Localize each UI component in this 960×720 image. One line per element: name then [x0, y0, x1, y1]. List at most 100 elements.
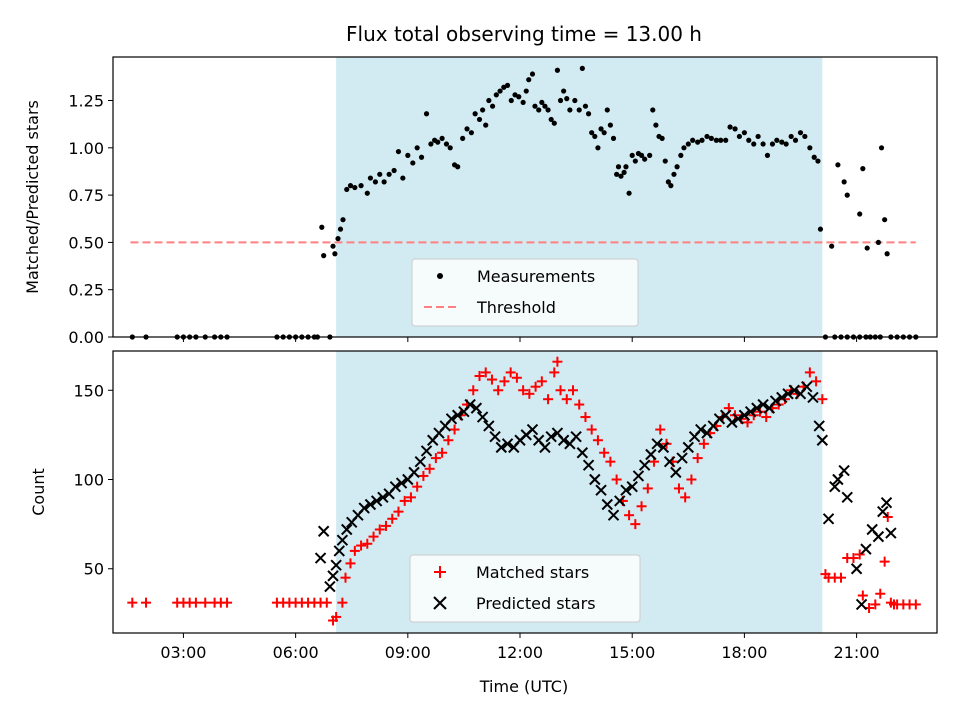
measurement-point [884, 251, 890, 257]
predicted-star-point [327, 570, 339, 582]
predicted-star-point [545, 430, 557, 443]
predicted-stars-points [314, 380, 897, 611]
legend-marker-predicted [433, 596, 447, 610]
measurement-point [367, 175, 374, 181]
predicted-star-point [451, 409, 464, 421]
measurement-point [699, 137, 705, 143]
measurement-point [678, 152, 684, 158]
matched-star-point [636, 501, 647, 512]
predicted-star-point [539, 441, 551, 454]
measurement-point [532, 103, 538, 109]
measurement-point [536, 107, 542, 113]
predicted-star-point [395, 477, 408, 489]
predicted-star-point [607, 509, 620, 521]
ratio-panel: Flux total observing time = 13.00 h 0.00… [23, 22, 938, 347]
measurement-point [746, 137, 752, 143]
measurement-point [695, 139, 701, 145]
measurement-point [497, 88, 503, 94]
matched-star-point [412, 481, 423, 492]
matched-star-point [200, 597, 211, 608]
measurement-point [811, 154, 817, 160]
predicted-star-point [757, 398, 769, 411]
predicted-star-point [420, 445, 433, 457]
matched-star-point [879, 556, 890, 567]
predicted-star-point [389, 480, 402, 493]
measurement-point [875, 239, 882, 246]
measurement-point [460, 135, 466, 141]
top-axes-frame [112, 56, 938, 338]
top-legend: Measurements Threshold [411, 258, 639, 327]
matched-star-point [857, 590, 868, 601]
y-tick-label: 150 [73, 381, 104, 400]
predicted-star-point [855, 598, 868, 611]
predicted-star-point [769, 395, 782, 407]
matched-star-point [127, 597, 138, 608]
count-panel: 03:00 06:00 09:00 12:00 15:00 18:00 21:00 50 10… [29, 350, 938, 696]
measurement-point [542, 103, 548, 109]
bottom-axes-frame [112, 350, 938, 634]
matched-star-point [499, 376, 510, 387]
measurement-point [835, 162, 841, 168]
measurement-point [551, 120, 557, 126]
measurement-point [381, 179, 387, 185]
measurement-point [817, 226, 824, 232]
matched-star-point [437, 447, 448, 458]
matched-star-point [337, 597, 348, 608]
measurement-point [523, 88, 529, 94]
matched-star-point [817, 394, 828, 405]
measurement-point [564, 96, 570, 102]
matched-star-point [321, 597, 332, 608]
predicted-star-point [358, 502, 370, 514]
matched-star-point [655, 424, 666, 435]
x-tick-label: 06:00 [273, 643, 319, 662]
y-tick-label: 1.00 [68, 139, 104, 158]
measurement-point [539, 99, 545, 106]
matched-star-point [692, 453, 703, 464]
matched-star-point [443, 435, 454, 446]
predicted-star-point [370, 495, 383, 507]
measurement-point [626, 190, 632, 196]
predicted-star-point [470, 402, 483, 414]
measurement-point [629, 152, 635, 158]
x-tick-label: 03:00 [160, 643, 206, 662]
predicted-star-point [838, 464, 850, 477]
measurement-point [352, 184, 358, 191]
measurement-point [548, 116, 554, 123]
measurement-point [618, 173, 624, 179]
measurement-point [428, 141, 434, 147]
predicted-star-point [314, 552, 327, 564]
measurement-point [718, 137, 724, 143]
y-tick-label: 1.25 [68, 92, 104, 111]
measurement-point [829, 243, 835, 249]
measurement-point [439, 135, 445, 141]
measurement-point [623, 164, 629, 170]
matched-star-point [530, 381, 541, 392]
matched-star-point [340, 572, 351, 583]
matched-star-point [449, 424, 460, 435]
matched-star-point [349, 545, 360, 556]
measurement-point [472, 111, 478, 117]
measurement-point [860, 166, 866, 172]
measurement-point [582, 103, 589, 109]
predicted-star-point [570, 430, 582, 443]
measurement-point [857, 211, 863, 217]
x-tick-label: 21:00 [834, 643, 880, 662]
measurement-point [347, 183, 354, 189]
predicted-star-point [626, 480, 638, 493]
measurement-point [395, 148, 402, 155]
x-tick-label: 18:00 [721, 643, 767, 662]
measurement-point [319, 224, 325, 230]
measurement-point [668, 183, 674, 189]
bottom-legend-box [409, 554, 641, 623]
predicted-star-point [822, 513, 835, 525]
measurement-point [755, 133, 761, 140]
predicted-star-point [614, 495, 626, 507]
predicted-star-point [816, 434, 829, 446]
matched-star-point [586, 424, 597, 435]
measurement-point [841, 179, 847, 185]
predicted-star-point [713, 413, 726, 425]
predicted-star-point [445, 413, 458, 425]
measurement-point [632, 158, 638, 164]
matched-star-point [605, 456, 616, 467]
